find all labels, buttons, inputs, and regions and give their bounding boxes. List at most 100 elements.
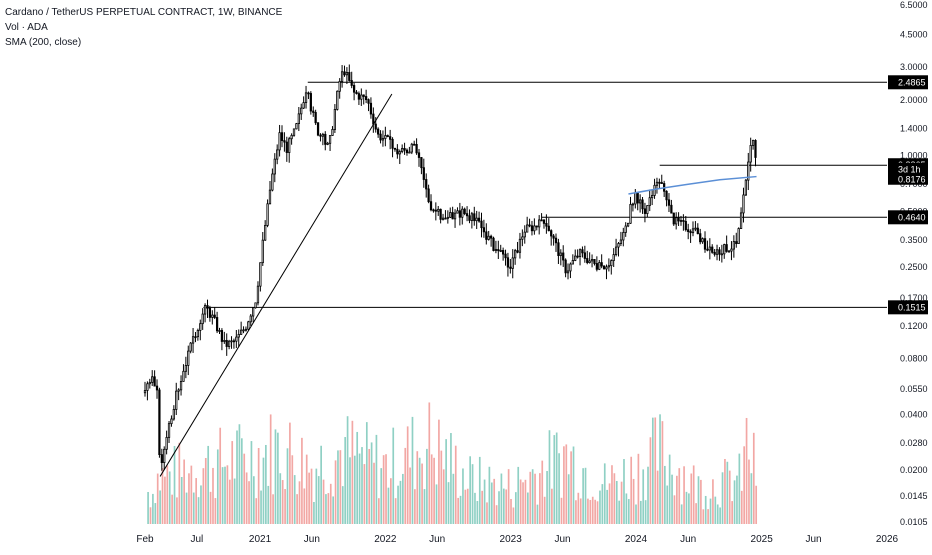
volume-bar (313, 501, 315, 524)
candle-body (528, 224, 531, 227)
candle-body (398, 151, 401, 155)
candle-body (715, 249, 719, 255)
legend-sma[interactable]: SMA (200, close) (5, 37, 82, 48)
candle-body (651, 195, 654, 199)
volume-bar (308, 472, 310, 524)
volume-bar (474, 492, 476, 524)
volume-bar (671, 474, 673, 524)
candle-body (550, 230, 553, 237)
candle-body (340, 71, 344, 82)
candle-body (696, 227, 699, 235)
candle-body (672, 212, 675, 225)
candle-body (319, 134, 322, 137)
candle-body (449, 212, 452, 218)
volume-bar (555, 432, 558, 524)
volume-bar (536, 504, 539, 524)
candle-body (410, 143, 413, 153)
volume-bar (358, 453, 361, 524)
volume-bar (651, 417, 654, 524)
candle-body (648, 197, 651, 206)
volume-bar (168, 471, 171, 524)
candle-body (444, 217, 447, 220)
candle-body (374, 123, 377, 130)
volume-bar (613, 473, 616, 524)
candle-body (578, 249, 582, 257)
volume-bar (329, 483, 332, 524)
volume-bar (178, 442, 181, 524)
volume-bar (370, 442, 373, 524)
volume-bar (332, 496, 335, 524)
volume-bar (541, 460, 544, 524)
volume-bar (200, 485, 202, 524)
candle-body (737, 228, 740, 244)
volume-bar (149, 507, 152, 524)
candle-body (191, 336, 195, 344)
volume-bar (736, 475, 738, 524)
volume-bar (243, 453, 246, 524)
candle-body (143, 390, 147, 394)
candle-body (590, 259, 594, 262)
candle-body (244, 328, 248, 331)
candle-body (441, 217, 445, 220)
candle-body (345, 72, 349, 76)
candle-body (516, 250, 519, 253)
candle-body (617, 243, 620, 248)
volume-bar (183, 459, 185, 524)
volume-bar (221, 467, 224, 524)
volume-bar (418, 457, 421, 524)
candle-body (283, 140, 286, 143)
volume-bar (245, 472, 248, 524)
volume-bar (683, 466, 685, 524)
volume-bar (322, 479, 325, 524)
volume-bar (478, 456, 481, 524)
candle-body (434, 209, 437, 212)
y-tick-label: 3.0000 (900, 62, 928, 72)
volume-bar (740, 490, 743, 524)
volume-bar (438, 419, 440, 524)
volume-bar (707, 509, 709, 524)
volume-bar (327, 493, 330, 524)
candle-body (509, 266, 512, 269)
y-tick-label: 0.1200 (900, 321, 928, 331)
volume-bar (572, 446, 575, 524)
candle-body (641, 199, 644, 210)
y-tick-label: 1.0000 (900, 151, 928, 161)
volume-bar (349, 457, 351, 524)
volume-bar (188, 473, 190, 524)
volume-bar (353, 455, 356, 524)
candle-body (389, 136, 392, 140)
candle-body (187, 350, 190, 366)
volume-bar (700, 479, 702, 524)
volume-bar (630, 456, 633, 524)
candle-body (297, 113, 300, 125)
legend-symbol[interactable]: Cardano / TetherUS PERPETUAL CONTRACT, 1… (5, 7, 283, 18)
volume-bar (680, 504, 683, 524)
volume-bar (219, 427, 222, 524)
candle-body (304, 92, 308, 103)
candle-body (499, 250, 502, 252)
candle-body (646, 205, 649, 214)
volume-bar (414, 489, 416, 524)
volume-bar (642, 469, 645, 524)
volume-bar (224, 466, 226, 524)
volume-bar (228, 479, 231, 524)
volume-bar (524, 479, 527, 524)
candle-body (237, 333, 240, 338)
volume-bar (608, 483, 611, 524)
candle-body (401, 148, 404, 152)
legend-volume[interactable]: Vol · ADA (5, 22, 48, 33)
volume-bar (539, 473, 541, 524)
volume-bar (397, 485, 399, 524)
volume-bar (385, 454, 387, 524)
candle-body (177, 389, 180, 392)
last-price-badge (888, 162, 928, 185)
volume-bar (546, 471, 548, 524)
volume-bar (575, 500, 577, 524)
volume-bar (361, 447, 363, 524)
volume-bar (152, 493, 154, 524)
candle-body (223, 340, 226, 342)
volume-bar (632, 478, 635, 524)
candle-body (158, 389, 161, 455)
